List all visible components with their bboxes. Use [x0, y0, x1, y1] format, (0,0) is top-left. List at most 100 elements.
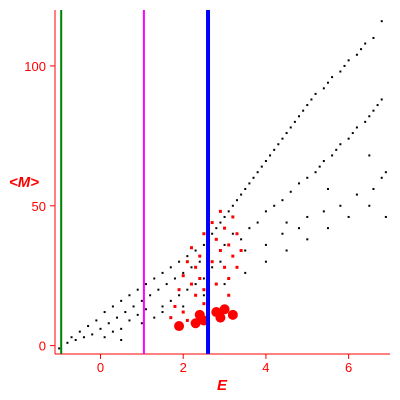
vertical-lines: [60, 10, 211, 354]
data-point: [153, 316, 156, 319]
data-point: [178, 294, 181, 297]
data-point: [264, 210, 267, 213]
axes: [54, 10, 390, 355]
y-tick-label: 50: [32, 199, 46, 214]
data-point: [244, 249, 247, 252]
x-axis-label: E: [217, 377, 228, 394]
data-point: [82, 336, 85, 339]
data-point: [376, 104, 379, 107]
data-point: [231, 204, 234, 207]
data-point: [273, 204, 276, 207]
data-point: [355, 53, 358, 56]
data-point: [248, 182, 251, 185]
highlight-point: [235, 265, 239, 269]
data-point: [235, 199, 238, 202]
data-point: [240, 238, 243, 241]
data-point: [335, 148, 338, 151]
data-point: [70, 336, 73, 339]
highlight-point: [181, 274, 185, 278]
data-point: [87, 325, 90, 328]
highlight-point: [227, 276, 231, 280]
highlight-point-large: [215, 312, 226, 323]
data-point: [314, 171, 317, 174]
highlight-point: [181, 310, 185, 314]
data-point: [368, 204, 371, 207]
data-point: [289, 126, 292, 129]
x-tick-label: 4: [262, 360, 269, 375]
data-point: [194, 249, 197, 252]
data-point: [331, 76, 334, 79]
highlight-point-large: [190, 318, 201, 329]
data-point: [372, 187, 375, 190]
data-point: [273, 148, 276, 151]
highlight-point: [223, 265, 227, 269]
data-point: [161, 311, 164, 314]
data-point: [223, 283, 226, 286]
data-point: [215, 227, 218, 230]
data-point: [132, 305, 135, 308]
highlight-point: [202, 302, 206, 306]
data-point: [219, 260, 222, 263]
data-point: [306, 238, 309, 241]
data-point: [277, 143, 280, 146]
data-point: [140, 322, 143, 325]
data-point: [380, 176, 383, 179]
data-point: [339, 70, 342, 73]
data-point: [281, 199, 284, 202]
data-point: [120, 327, 123, 330]
data-point: [248, 227, 251, 230]
data-point: [157, 288, 160, 291]
highlight-point: [235, 232, 239, 236]
highlight-point-large: [219, 304, 230, 315]
highlight-point: [210, 221, 214, 225]
data-point: [322, 210, 325, 213]
highlight-point: [202, 232, 206, 236]
data-point: [202, 294, 205, 297]
data-point: [355, 126, 358, 129]
x-tick-label: 6: [345, 360, 352, 375]
data-point: [165, 283, 168, 286]
data-point: [364, 120, 367, 123]
data-point: [178, 260, 181, 263]
highlight-point: [169, 316, 173, 320]
data-point: [240, 193, 243, 196]
data-point: [264, 243, 267, 246]
data-point: [302, 109, 305, 112]
data-point: [318, 165, 321, 168]
data-point: [314, 92, 317, 95]
highlight-point: [194, 265, 198, 269]
data-point: [368, 115, 371, 118]
data-point: [269, 154, 272, 157]
highlight-point: [189, 246, 193, 250]
data-point: [169, 299, 172, 302]
highlight-point: [198, 276, 202, 280]
data-point: [231, 232, 234, 235]
data-point: [306, 176, 309, 179]
data-point: [285, 221, 288, 224]
data-point: [384, 215, 387, 218]
data-points: [58, 20, 387, 350]
data-point: [322, 160, 325, 163]
data-point: [322, 87, 325, 90]
data-point: [173, 277, 176, 280]
data-point: [223, 243, 226, 246]
data-point: [91, 333, 94, 336]
data-point: [260, 165, 263, 168]
data-point: [107, 322, 110, 325]
data-point: [368, 154, 371, 157]
data-point: [285, 249, 288, 252]
data-point: [380, 20, 383, 23]
data-point: [343, 64, 346, 67]
data-point: [306, 215, 309, 218]
data-point: [384, 171, 387, 174]
data-point: [244, 271, 247, 274]
data-point: [281, 137, 284, 140]
data-point: [186, 255, 189, 258]
data-point: [202, 277, 205, 280]
x-tick-label: 0: [97, 360, 104, 375]
data-point: [124, 311, 127, 314]
data-point: [285, 132, 288, 135]
data-point: [339, 143, 342, 146]
data-point: [111, 330, 114, 333]
